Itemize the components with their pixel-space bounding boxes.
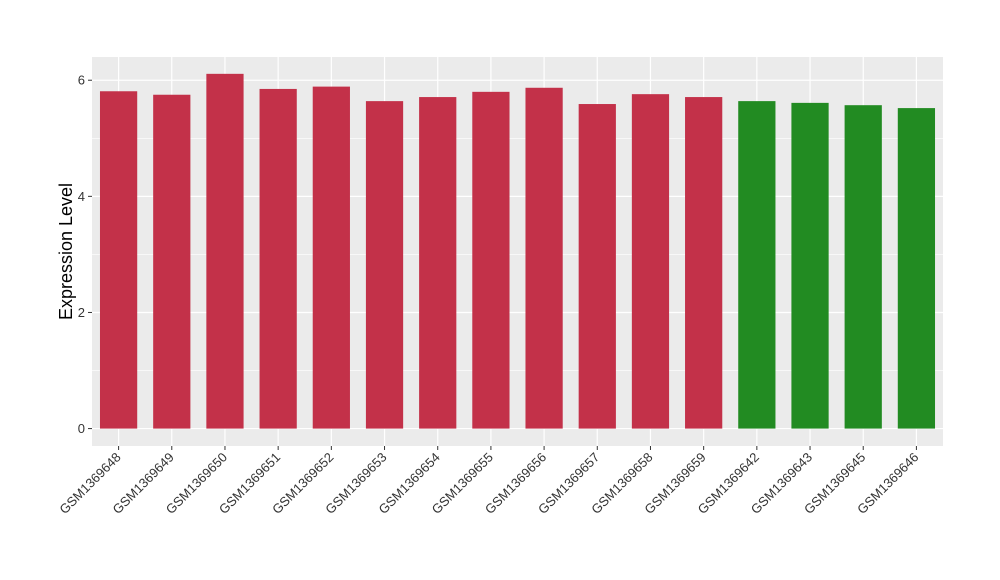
bar bbox=[738, 101, 776, 429]
bar bbox=[312, 86, 350, 429]
bar bbox=[259, 88, 297, 429]
y-tick-label: 4 bbox=[78, 189, 85, 204]
bar bbox=[365, 101, 404, 429]
y-axis-title: Expression Level bbox=[56, 183, 76, 320]
bar bbox=[844, 105, 882, 429]
y-axis: 0 2 4 6 bbox=[78, 73, 92, 436]
y-tick-label: 2 bbox=[78, 305, 85, 320]
bar bbox=[419, 97, 457, 429]
bar bbox=[99, 91, 138, 429]
y-tick-label: 6 bbox=[78, 73, 85, 88]
y-tick-label: 0 bbox=[78, 421, 85, 436]
bar bbox=[685, 97, 723, 429]
bar bbox=[525, 87, 563, 429]
bar bbox=[897, 108, 936, 429]
bar bbox=[206, 73, 244, 429]
bar bbox=[791, 102, 829, 429]
bar bbox=[153, 94, 191, 429]
bar bbox=[472, 91, 510, 429]
x-axis: GSM1369648GSM1369649GSM1369650GSM1369651… bbox=[56, 446, 922, 517]
bar bbox=[631, 94, 670, 429]
bars bbox=[99, 73, 936, 429]
bar bbox=[578, 104, 616, 429]
